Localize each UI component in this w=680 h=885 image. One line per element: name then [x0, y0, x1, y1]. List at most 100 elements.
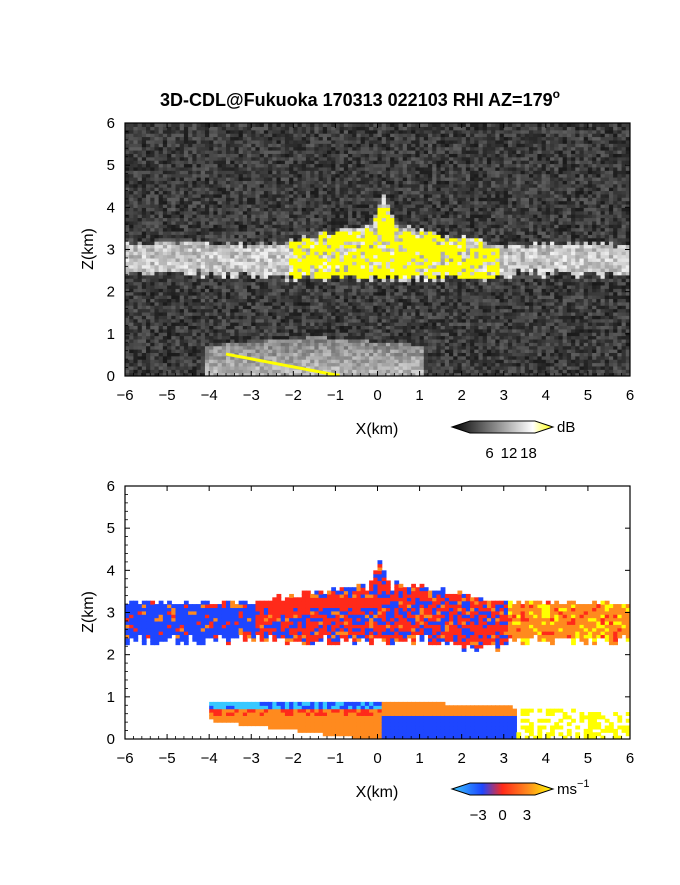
- reflectivity-cell: [204, 284, 210, 289]
- reflectivity-cell: [335, 224, 341, 229]
- reflectivity-cell: [255, 241, 261, 246]
- reflectivity-cell: [377, 244, 383, 249]
- reflectivity-cell: [322, 291, 328, 296]
- reflectivity-cell: [263, 183, 269, 188]
- reflectivity-cell: [385, 271, 391, 276]
- reflectivity-cell: [230, 274, 236, 279]
- reflectivity-cell: [394, 139, 400, 144]
- reflectivity-cell: [167, 372, 172, 376]
- reflectivity-cell: [377, 241, 383, 246]
- reflectivity-cell: [209, 322, 214, 326]
- reflectivity-cell: [381, 278, 387, 283]
- reflectivity-cell: [251, 203, 257, 208]
- reflectivity-cell: [125, 170, 130, 175]
- reflectivity-cell: [364, 241, 370, 246]
- reflectivity-cell: [183, 328, 189, 333]
- reflectivity-cell: [234, 359, 240, 364]
- reflectivity-cell: [284, 318, 290, 323]
- reflectivity-cell: [196, 291, 202, 296]
- reflectivity-cell: [234, 322, 240, 326]
- reflectivity-cell: [310, 298, 315, 303]
- reflectivity-cell: [293, 369, 299, 374]
- reflectivity-cell: [167, 311, 172, 316]
- reflectivity-cell: [247, 305, 252, 310]
- reflectivity-cell: [234, 160, 240, 165]
- reflectivity-cell: [167, 298, 172, 303]
- reflectivity-cell: [209, 274, 214, 279]
- reflectivity-cell: [373, 163, 379, 168]
- reflectivity-cell: [263, 349, 269, 353]
- reflectivity-cell: [335, 200, 341, 205]
- reflectivity-cell: [137, 139, 143, 144]
- reflectivity-cell: [301, 345, 307, 350]
- reflectivity-cell: [276, 335, 282, 340]
- reflectivity-cell: [339, 143, 345, 148]
- reflectivity-cell: [322, 170, 328, 175]
- reflectivity-cell: [133, 251, 139, 256]
- reflectivity-cell: [369, 220, 374, 225]
- reflectivity-cell: [301, 217, 307, 222]
- reflectivity-cell: [293, 193, 299, 198]
- reflectivity-cell: [276, 163, 282, 168]
- reflectivity-cell: [339, 318, 345, 323]
- reflectivity-cell: [322, 369, 328, 374]
- reflectivity-cell: [398, 274, 404, 279]
- reflectivity-cell: [373, 123, 379, 127]
- reflectivity-cell: [179, 176, 185, 181]
- reflectivity-cell: [356, 244, 362, 249]
- reflectivity-cell: [141, 308, 147, 313]
- reflectivity-cell: [238, 187, 244, 192]
- reflectivity-cell: [154, 325, 160, 330]
- reflectivity-cell: [137, 278, 143, 283]
- reflectivity-cell: [192, 359, 198, 364]
- reflectivity-cell: [398, 281, 404, 286]
- reflectivity-cell: [284, 274, 290, 279]
- reflectivity-cell: [183, 315, 189, 320]
- reflectivity-cell: [343, 369, 349, 374]
- reflectivity-cell: [141, 227, 147, 232]
- reflectivity-cell: [204, 163, 210, 168]
- reflectivity-cell: [154, 244, 160, 249]
- reflectivity-cell: [154, 359, 160, 364]
- reflectivity-cell: [284, 237, 290, 242]
- reflectivity-cell: [247, 170, 252, 175]
- reflectivity-cell: [183, 311, 189, 316]
- reflectivity-cell: [238, 369, 244, 374]
- reflectivity-cell: [230, 322, 236, 326]
- reflectivity-cell: [137, 163, 143, 168]
- reflectivity-cell: [268, 308, 273, 313]
- reflectivity-cell: [390, 133, 395, 138]
- reflectivity-cell: [339, 224, 345, 229]
- reflectivity-cell: [242, 332, 248, 337]
- reflectivity-cell: [188, 328, 193, 333]
- reflectivity-cell: [150, 129, 156, 134]
- reflectivity-cell: [343, 359, 349, 364]
- reflectivity-cell: [356, 345, 362, 350]
- reflectivity-cell: [263, 207, 269, 212]
- reflectivity-cell: [251, 359, 257, 364]
- reflectivity-cell: [230, 335, 236, 340]
- reflectivity-cell: [146, 156, 151, 161]
- reflectivity-cell: [141, 190, 147, 195]
- reflectivity-cell: [272, 244, 278, 249]
- reflectivity-cell: [125, 193, 130, 198]
- reflectivity-cell: [293, 268, 299, 273]
- reflectivity-cell: [289, 264, 294, 269]
- reflectivity-cell: [251, 369, 257, 374]
- reflectivity-cell: [192, 274, 198, 279]
- reflectivity-cell: [242, 278, 248, 283]
- reflectivity-cell: [318, 284, 324, 289]
- reflectivity-cell: [318, 342, 324, 347]
- reflectivity-cell: [398, 183, 404, 188]
- reflectivity-cell: [297, 160, 303, 165]
- reflectivity-cell: [327, 207, 332, 212]
- reflectivity-cell: [385, 284, 391, 289]
- reflectivity-cell: [129, 349, 135, 353]
- reflectivity-cell: [175, 170, 181, 175]
- reflectivity-cell: [377, 305, 383, 310]
- reflectivity-cell: [150, 295, 156, 300]
- reflectivity-cell: [141, 274, 147, 279]
- reflectivity-cell: [373, 170, 379, 175]
- reflectivity-cell: [343, 328, 349, 333]
- reflectivity-cell: [364, 237, 370, 242]
